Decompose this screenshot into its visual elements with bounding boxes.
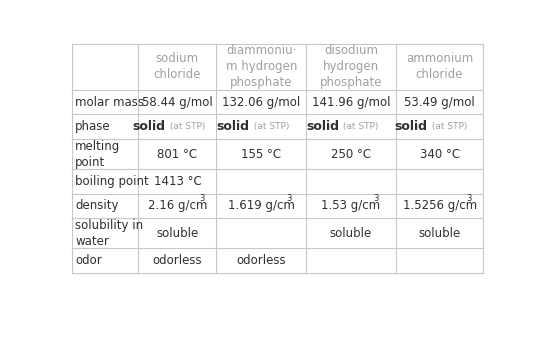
Text: 1.619 g/cm: 1.619 g/cm <box>228 200 295 212</box>
Text: phase: phase <box>75 120 111 133</box>
Text: (at STP): (at STP) <box>167 122 205 131</box>
Text: odor: odor <box>75 254 102 267</box>
Text: soluble: soluble <box>418 227 461 240</box>
Text: 132.06 g/mol: 132.06 g/mol <box>222 96 300 108</box>
Text: (at STP): (at STP) <box>429 122 467 131</box>
Text: 1413 °C: 1413 °C <box>153 175 201 188</box>
Text: 155 °C: 155 °C <box>241 148 281 160</box>
Text: molar mass: molar mass <box>75 96 144 108</box>
Text: soluble: soluble <box>330 227 372 240</box>
Text: solid: solid <box>133 120 165 133</box>
Text: ammonium
chloride: ammonium chloride <box>406 52 473 81</box>
Text: density: density <box>75 200 118 212</box>
Text: 141.96 g/mol: 141.96 g/mol <box>312 96 390 108</box>
Text: solid: solid <box>306 120 339 133</box>
Text: 340 °C: 340 °C <box>419 148 460 160</box>
Text: (at STP): (at STP) <box>251 122 289 131</box>
Text: soluble: soluble <box>156 227 199 240</box>
Text: diammoniu·
m hydrogen
phosphate: diammoniu· m hydrogen phosphate <box>225 44 297 89</box>
Text: odorless: odorless <box>153 254 202 267</box>
Text: odorless: odorless <box>236 254 286 267</box>
Text: 3: 3 <box>200 194 205 203</box>
Text: 53.49 g/mol: 53.49 g/mol <box>404 96 475 108</box>
Text: 801 °C: 801 °C <box>157 148 198 160</box>
Text: 3: 3 <box>373 194 378 203</box>
Text: melting
point: melting point <box>75 139 120 169</box>
Text: boiling point: boiling point <box>75 175 149 188</box>
Text: solid: solid <box>216 120 250 133</box>
Text: (at STP): (at STP) <box>340 122 379 131</box>
Text: 58.44 g/mol: 58.44 g/mol <box>142 96 213 108</box>
Text: sodium
chloride: sodium chloride <box>153 52 201 81</box>
Text: 2.16 g/cm: 2.16 g/cm <box>148 200 207 212</box>
Text: 3: 3 <box>467 194 472 203</box>
Text: 1.5256 g/cm: 1.5256 g/cm <box>402 200 477 212</box>
Text: 250 °C: 250 °C <box>331 148 371 160</box>
Text: disodium
hydrogen
phosphate: disodium hydrogen phosphate <box>319 44 382 89</box>
Text: solid: solid <box>395 120 428 133</box>
Text: 1.53 g/cm: 1.53 g/cm <box>322 200 381 212</box>
Text: solubility in
water: solubility in water <box>75 219 143 248</box>
Text: 3: 3 <box>286 194 291 203</box>
